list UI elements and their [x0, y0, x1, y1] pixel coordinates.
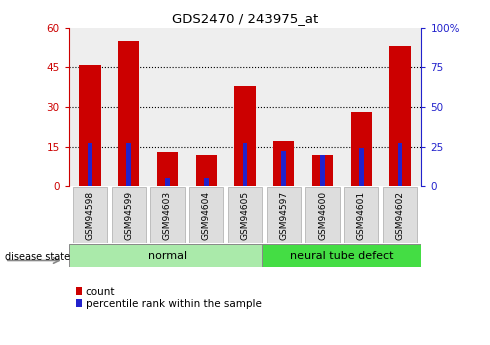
Bar	[243, 144, 247, 186]
Bar	[126, 144, 131, 186]
Bar	[118, 41, 139, 186]
Text: percentile rank within the sample: percentile rank within the sample	[86, 299, 262, 308]
Bar	[79, 65, 100, 186]
Text: normal: normal	[148, 251, 187, 260]
FancyBboxPatch shape	[383, 187, 417, 243]
Bar	[398, 144, 402, 186]
Bar	[359, 148, 364, 186]
FancyBboxPatch shape	[69, 244, 267, 267]
Bar	[281, 151, 286, 186]
Text: GSM94599: GSM94599	[124, 191, 133, 240]
Bar	[165, 178, 170, 186]
FancyBboxPatch shape	[228, 187, 262, 243]
Bar	[234, 86, 256, 186]
Text: GSM94597: GSM94597	[279, 191, 288, 240]
Text: GSM94598: GSM94598	[85, 191, 95, 240]
Text: GSM94601: GSM94601	[357, 191, 366, 240]
FancyBboxPatch shape	[344, 187, 378, 243]
Text: GSM94600: GSM94600	[318, 191, 327, 240]
FancyBboxPatch shape	[150, 187, 185, 243]
FancyBboxPatch shape	[305, 187, 340, 243]
FancyBboxPatch shape	[73, 187, 107, 243]
Text: GSM94604: GSM94604	[202, 191, 211, 240]
Bar	[351, 112, 372, 186]
Text: neural tube defect: neural tube defect	[290, 251, 393, 260]
Bar	[320, 155, 325, 186]
Text: GSM94603: GSM94603	[163, 191, 172, 240]
FancyBboxPatch shape	[189, 187, 223, 243]
Bar	[390, 46, 411, 186]
Bar	[196, 155, 217, 186]
Text: disease state: disease state	[5, 252, 70, 262]
Bar	[88, 144, 92, 186]
Bar	[273, 141, 294, 186]
Text: GSM94605: GSM94605	[241, 191, 249, 240]
FancyBboxPatch shape	[112, 187, 146, 243]
FancyBboxPatch shape	[263, 244, 421, 267]
Bar	[204, 178, 209, 186]
Bar	[157, 152, 178, 186]
Title: GDS2470 / 243975_at: GDS2470 / 243975_at	[172, 12, 318, 25]
Text: GSM94602: GSM94602	[395, 191, 405, 240]
FancyBboxPatch shape	[267, 187, 301, 243]
Text: count: count	[86, 287, 115, 296]
Bar	[312, 155, 333, 186]
